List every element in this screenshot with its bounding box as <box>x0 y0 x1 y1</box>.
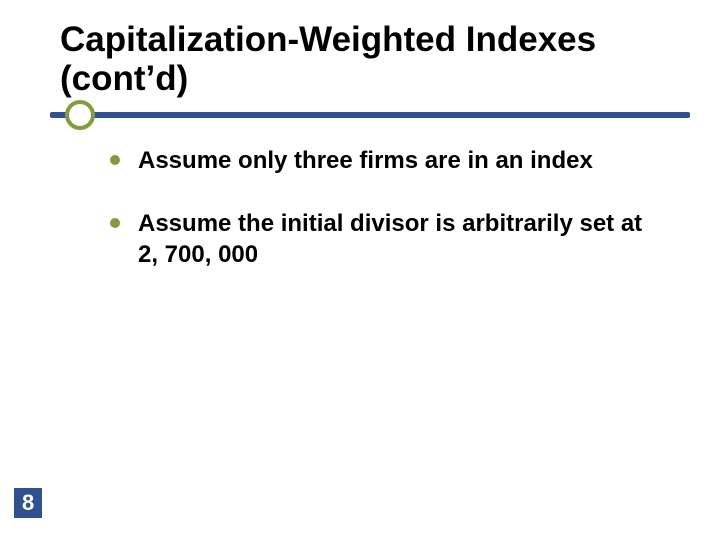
bullet-icon <box>110 218 120 228</box>
slide: Capitalization-Weighted Indexes (cont’d)… <box>0 0 720 540</box>
slide-body: Assume only three firms are in an index … <box>110 146 660 270</box>
bullet-text: Assume the initial divisor is arbitraril… <box>138 209 660 270</box>
title-divider <box>50 112 690 118</box>
page-number: 8 <box>14 488 42 518</box>
list-item: Assume only three firms are in an index <box>110 146 660 177</box>
bullet-text: Assume only three firms are in an index <box>138 146 593 177</box>
slide-title: Capitalization-Weighted Indexes (cont’d) <box>60 20 680 98</box>
bullet-icon <box>110 155 120 165</box>
list-item: Assume the initial divisor is arbitraril… <box>110 209 660 270</box>
